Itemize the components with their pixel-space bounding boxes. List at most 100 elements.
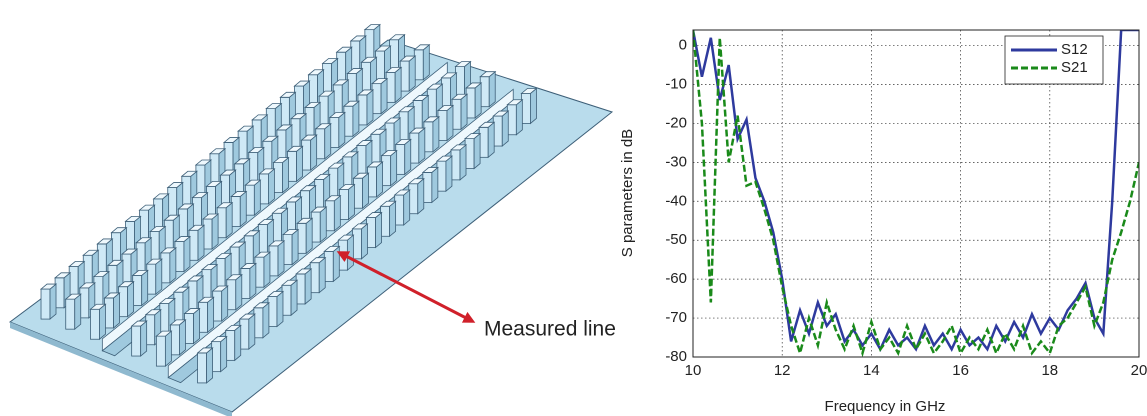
- pin-top: [436, 105, 455, 111]
- pin-front: [413, 49, 424, 81]
- pin-front: [492, 115, 503, 147]
- pin-front: [155, 335, 166, 367]
- pin-top: [257, 219, 275, 225]
- pin-top: [237, 125, 255, 132]
- pin-top: [186, 275, 205, 282]
- pin-front: [135, 242, 146, 274]
- pin-top: [346, 68, 364, 74]
- pin-side: [487, 121, 495, 159]
- pin-front: [202, 218, 213, 250]
- pin-top: [166, 182, 184, 188]
- pin-side: [179, 318, 186, 356]
- pin-front: [198, 301, 209, 333]
- pin-top: [394, 138, 412, 145]
- pin-top: [172, 286, 191, 293]
- x-tick-label: 18: [1041, 362, 1058, 379]
- pin-top: [349, 35, 367, 42]
- pin-front: [167, 187, 178, 218]
- pin-front: [384, 122, 395, 154]
- pin-front: [304, 107, 315, 138]
- y-tick-label: 0: [679, 37, 687, 54]
- pin-front: [350, 40, 361, 72]
- pin-side: [282, 156, 289, 194]
- pin-front: [93, 276, 104, 308]
- pin-front: [395, 143, 406, 175]
- pin-side: [253, 179, 261, 217]
- pin-front: [290, 118, 301, 150]
- pin-side: [403, 189, 411, 226]
- pin-front: [366, 217, 376, 248]
- x-tick-label: 10: [685, 362, 702, 379]
- pin-side: [319, 206, 327, 243]
- pin-top: [383, 117, 402, 124]
- pin-top: [149, 226, 167, 232]
- pin-top: [307, 69, 325, 76]
- pin-top: [89, 303, 107, 310]
- pin-front: [240, 268, 251, 299]
- pin-front: [426, 88, 437, 120]
- series-line: [693, 30, 1139, 352]
- pin-top: [335, 46, 353, 53]
- pin-front: [408, 183, 419, 215]
- pin-front: [181, 175, 192, 207]
- pin-top: [478, 121, 496, 128]
- pin-top: [318, 90, 336, 97]
- pin-front: [282, 234, 293, 266]
- pin-front: [145, 314, 156, 346]
- pin-side: [296, 145, 303, 183]
- pin-front: [262, 140, 273, 172]
- pin-top: [328, 112, 346, 118]
- pin-front: [253, 307, 264, 339]
- pin-side: [304, 268, 312, 305]
- pin-front: [437, 110, 448, 141]
- pin-top: [219, 169, 237, 176]
- pin-top: [205, 180, 223, 187]
- pin-front: [268, 245, 279, 277]
- pin-front: [399, 60, 410, 92]
- pin-front: [296, 222, 307, 254]
- pin-top: [296, 217, 314, 224]
- substrate-edge: [10, 322, 232, 416]
- pin-top: [463, 133, 482, 140]
- pin-top: [103, 292, 121, 299]
- pin-top: [82, 249, 100, 256]
- pin-side: [74, 293, 82, 331]
- pin-front: [223, 142, 234, 173]
- pin-side: [324, 122, 332, 160]
- pin-top: [399, 55, 417, 62]
- y-tick-label: -80: [665, 348, 687, 365]
- pin-front: [132, 274, 143, 306]
- pin-side: [206, 347, 213, 384]
- pin-front: [287, 150, 297, 182]
- pin-front: [422, 172, 433, 203]
- pin-front: [248, 152, 259, 183]
- legend-box: [1004, 35, 1104, 85]
- pin-top: [366, 161, 384, 168]
- pin-top: [327, 162, 345, 169]
- pin-front: [209, 153, 220, 185]
- pin-top: [313, 173, 331, 180]
- pin-front: [336, 51, 347, 83]
- pin-front: [389, 39, 399, 71]
- pin-top: [194, 159, 213, 166]
- pin-front: [353, 177, 363, 209]
- pin-side: [277, 240, 285, 277]
- pin-top: [356, 89, 375, 96]
- pin-front: [54, 277, 65, 309]
- pin-side: [234, 324, 242, 362]
- measured-arrow: [336, 251, 476, 323]
- pin-front: [149, 231, 160, 262]
- pin-front: [118, 286, 129, 318]
- y-tick-label: -30: [665, 153, 687, 170]
- legend-label: S21: [1061, 59, 1088, 76]
- pin-top: [120, 248, 139, 255]
- pin-side: [268, 168, 275, 205]
- pin-top: [225, 274, 243, 281]
- pin-top: [124, 215, 142, 222]
- pin-side: [140, 320, 148, 357]
- pin-side: [380, 77, 388, 115]
- pin-top: [159, 247, 177, 254]
- pin-front: [276, 129, 287, 161]
- pin-front: [234, 163, 245, 195]
- pin-front: [464, 138, 475, 170]
